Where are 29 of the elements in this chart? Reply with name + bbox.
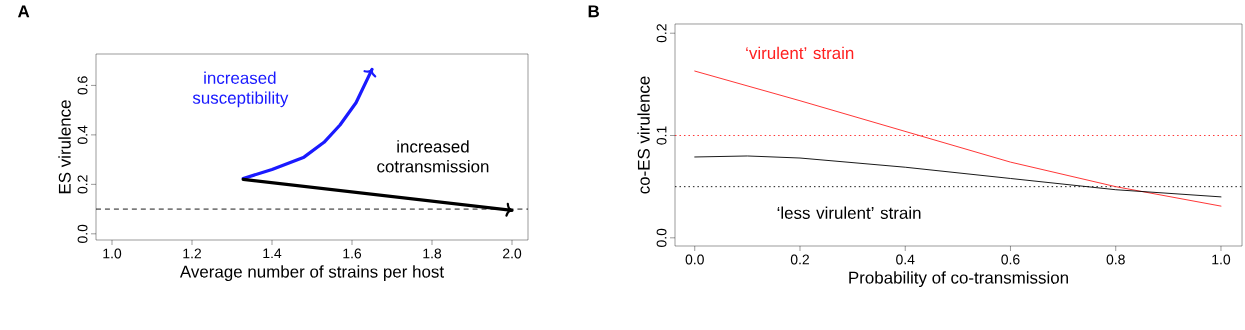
- y-axis-title: co-ES virulence: [637, 76, 650, 194]
- x-axis-title: Average number of strains per host: [179, 265, 444, 282]
- x-tick-label: 0.8: [1106, 254, 1125, 265]
- x-tick-label: 1.2: [183, 248, 202, 259]
- y-tick-label: 0.2: [656, 24, 667, 43]
- text: ‘less virulent’ strain: [777, 206, 921, 219]
- x-tick-label: 0.0: [685, 254, 704, 265]
- x-tick-label: 1.0: [1212, 254, 1231, 265]
- y-tick-label: 0.0: [656, 228, 667, 247]
- x-axis-title: Probability of co-transmission: [849, 271, 1068, 288]
- y-tick-label: 0.2: [77, 175, 88, 194]
- text: increased susceptibility: [192, 71, 289, 108]
- y-tick-label: 0.1: [656, 126, 667, 145]
- y-axis-title: ES virulence: [58, 100, 71, 194]
- x-tick-label: 0.4: [896, 254, 915, 265]
- y-tick-label: 0.0: [77, 224, 88, 243]
- x-tick-label: 2.0: [503, 248, 522, 259]
- x-tick-label: 1.6: [343, 248, 362, 259]
- series-label: ‘virulent’ strain: [746, 46, 854, 60]
- chart-title: B: [588, 5, 599, 18]
- series-label: increased cotransmission: [377, 140, 489, 173]
- x-tick-label: 0.2: [790, 254, 809, 265]
- chart-title: A: [17, 5, 30, 18]
- x-tick-label: 1.0: [103, 248, 122, 259]
- x-tick-label: 1.8: [423, 248, 442, 259]
- y-tick-label: 0.6: [77, 76, 88, 95]
- x-tick-label: 1.4: [263, 248, 282, 259]
- x-tick-label: 0.6: [1001, 254, 1020, 265]
- y-tick-label: 0.4: [77, 125, 88, 145]
